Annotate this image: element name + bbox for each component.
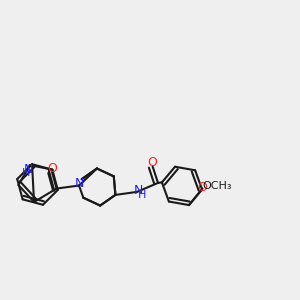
Text: OCH₃: OCH₃ <box>203 181 232 191</box>
Text: O: O <box>47 162 57 175</box>
Text: N: N <box>24 163 33 176</box>
Text: N: N <box>134 184 143 197</box>
Text: O: O <box>197 181 207 194</box>
Text: H: H <box>138 190 147 200</box>
Text: O: O <box>148 156 158 169</box>
Text: H: H <box>22 168 30 178</box>
Text: N: N <box>74 177 84 190</box>
